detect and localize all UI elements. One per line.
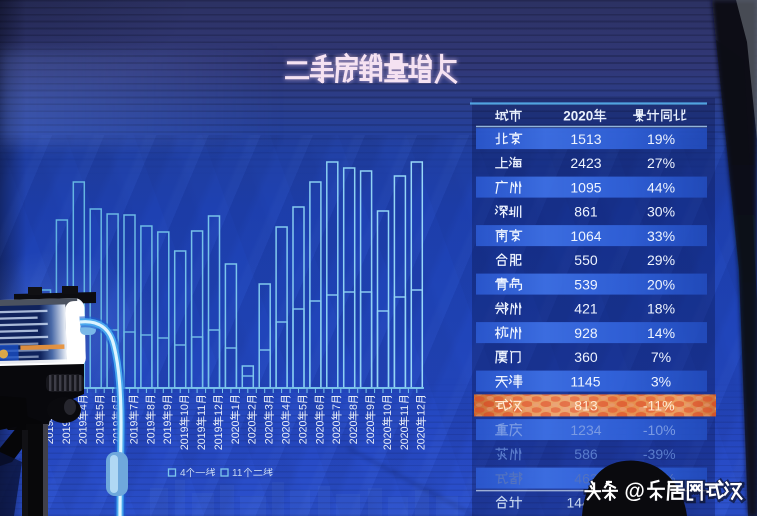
svg-text:7%: 7% <box>651 349 671 365</box>
svg-text:14%: 14% <box>647 325 675 341</box>
svg-text:1095: 1095 <box>570 179 601 195</box>
svg-text:9: 9 <box>162 404 174 410</box>
svg-text:2020: 2020 <box>365 421 377 445</box>
svg-text:12: 12 <box>416 404 428 416</box>
svg-text:2019: 2019 <box>196 426 208 450</box>
svg-text:6: 6 <box>314 404 326 410</box>
svg-text:1064: 1064 <box>570 228 601 244</box>
svg-text:5: 5 <box>297 404 309 410</box>
svg-text:-10%: -10% <box>643 422 676 438</box>
svg-text:1145: 1145 <box>570 373 600 389</box>
svg-text:3%: 3% <box>651 373 671 389</box>
svg-text:10: 10 <box>179 404 191 416</box>
svg-text:2020: 2020 <box>563 108 593 123</box>
svg-text:20%: 20% <box>647 276 675 292</box>
svg-text:29%: 29% <box>647 252 675 268</box>
svg-text:2020: 2020 <box>331 421 343 445</box>
svg-text:11: 11 <box>232 468 243 479</box>
svg-text:2020: 2020 <box>297 421 309 445</box>
svg-text:586: 586 <box>574 446 598 462</box>
svg-text:2020: 2020 <box>281 421 293 445</box>
svg-text:19%: 19% <box>647 131 675 147</box>
svg-text:2020: 2020 <box>314 421 326 445</box>
svg-text:2019: 2019 <box>162 421 174 445</box>
svg-text:4: 4 <box>180 468 186 479</box>
svg-text:1513: 1513 <box>570 131 601 147</box>
svg-text:2020: 2020 <box>348 421 360 445</box>
svg-text:2020: 2020 <box>247 421 259 445</box>
svg-text:11: 11 <box>399 405 411 416</box>
svg-text:861: 861 <box>574 204 598 220</box>
svg-text:2020: 2020 <box>382 426 394 450</box>
svg-text:9: 9 <box>365 404 377 410</box>
svg-text:5: 5 <box>95 404 107 410</box>
svg-text:44%: 44% <box>647 179 675 195</box>
svg-text:2019: 2019 <box>95 421 107 445</box>
svg-text:2020: 2020 <box>230 421 242 445</box>
svg-text:8: 8 <box>145 404 157 410</box>
svg-text:3: 3 <box>264 404 276 410</box>
svg-text:1234: 1234 <box>570 422 601 438</box>
svg-text:2423: 2423 <box>570 155 601 171</box>
svg-text:27%: 27% <box>647 155 675 171</box>
svg-text:@: @ <box>625 481 645 504</box>
svg-text:33%: 33% <box>647 228 675 244</box>
svg-text:10: 10 <box>382 404 394 416</box>
svg-text:7: 7 <box>331 404 343 410</box>
svg-text:4: 4 <box>281 404 293 410</box>
svg-text:2019: 2019 <box>61 421 73 445</box>
svg-text:12: 12 <box>213 404 225 416</box>
svg-text:2019: 2019 <box>145 421 157 445</box>
svg-text:-11%: -11% <box>643 398 675 414</box>
svg-text:421: 421 <box>574 301 598 317</box>
svg-text:1: 1 <box>230 404 242 410</box>
svg-text:11: 11 <box>196 405 208 416</box>
svg-text:-39%: -39% <box>643 446 676 462</box>
svg-text:813: 813 <box>574 398 598 414</box>
svg-text:2019: 2019 <box>179 426 191 450</box>
svg-text:7: 7 <box>128 404 140 410</box>
svg-text:@: @ <box>624 480 644 503</box>
svg-text:2019: 2019 <box>78 421 90 445</box>
svg-text:550: 550 <box>574 252 598 268</box>
svg-text:2: 2 <box>247 404 259 410</box>
svg-text:4: 4 <box>78 404 90 410</box>
svg-text:2019: 2019 <box>213 426 225 450</box>
svg-text:2019: 2019 <box>128 421 140 445</box>
svg-text:18%: 18% <box>647 301 675 317</box>
svg-text:8: 8 <box>348 404 360 410</box>
svg-text:928: 928 <box>574 325 598 341</box>
svg-text:360: 360 <box>574 349 598 365</box>
svg-text:2020: 2020 <box>416 426 428 450</box>
svg-text:30%: 30% <box>647 204 675 220</box>
svg-text:539: 539 <box>574 276 598 292</box>
svg-text:2020: 2020 <box>399 426 411 450</box>
svg-text:2020: 2020 <box>264 421 276 445</box>
